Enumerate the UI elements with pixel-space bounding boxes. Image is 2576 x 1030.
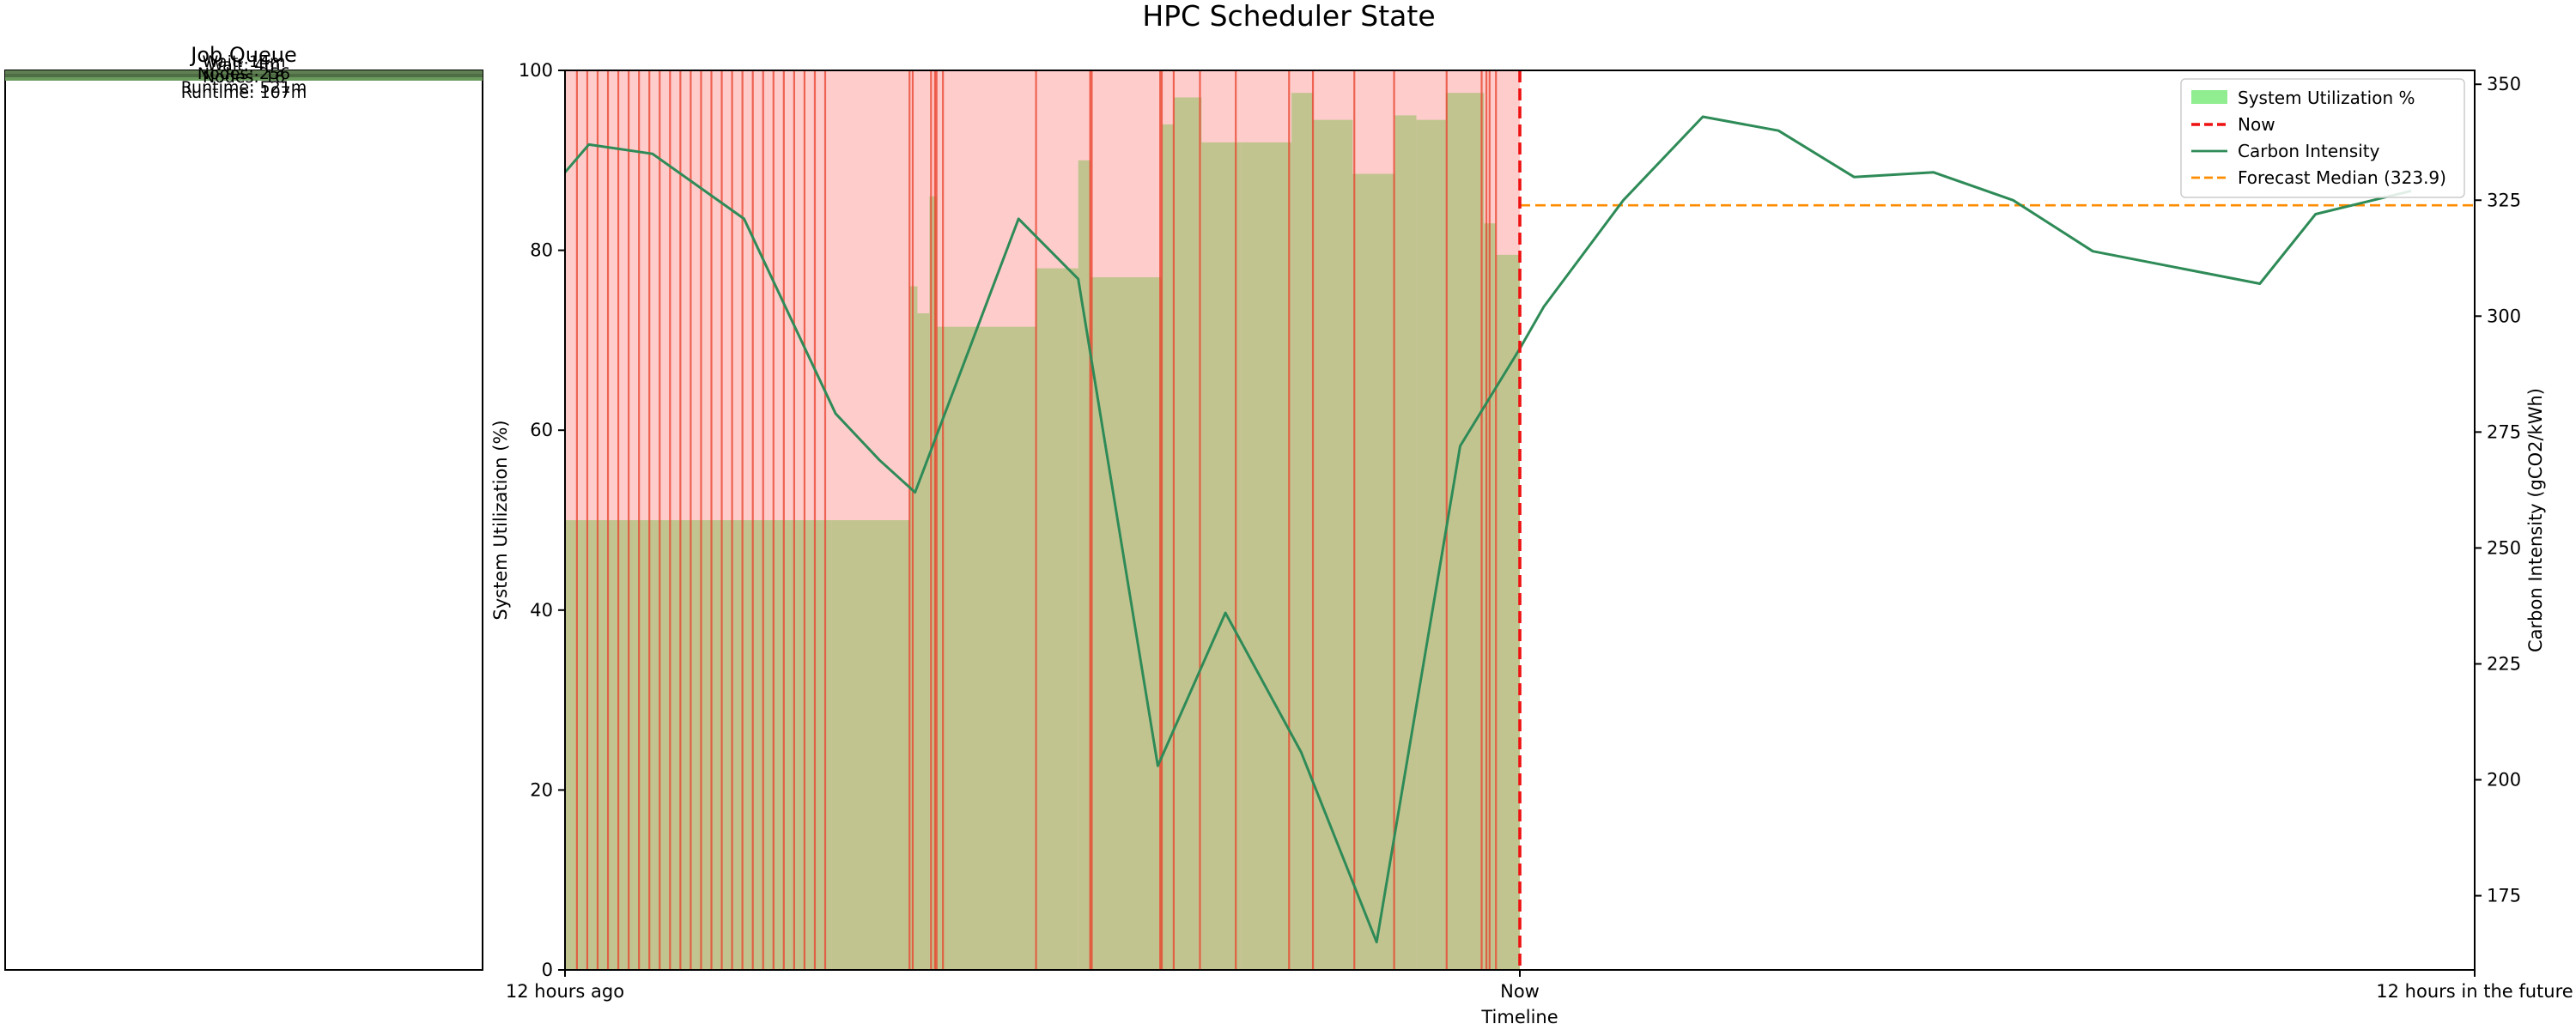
carbon-intensity-line (563, 115, 2412, 944)
utilization-bar (1078, 160, 1091, 971)
legend-box (2180, 78, 2465, 198)
job-queue-label: Wait: 14m (202, 52, 285, 71)
job-queue-label: Nodes: 16 (203, 68, 285, 87)
utilization-bar (1201, 142, 1242, 971)
x-tick-label: Now (1500, 981, 1540, 1002)
job-queue-label: Runtime: 107m (181, 83, 307, 102)
utilization-bar (1313, 119, 1353, 970)
legend-label: Carbon Intensity (2238, 141, 2380, 161)
job-queue-title: Job Queue (189, 43, 296, 67)
utilization-bar (1496, 254, 1520, 971)
right-y-tick-label: 350 (2487, 74, 2521, 94)
right-y-axis-label: Carbon Intensity (gCO2/kWh) (2525, 388, 2546, 652)
left-y-tick-label: 80 (530, 240, 553, 261)
x-tick-label: 12 hours in the future (2376, 981, 2573, 1002)
x-axis-label: Timeline (1480, 1007, 1558, 1027)
utilization-bar (831, 520, 910, 970)
x-tick-label: 12 hours ago (506, 981, 624, 1002)
legend-label: System Utilization % (2238, 88, 2415, 108)
utilization-bar (1036, 268, 1078, 970)
right-y-tick-label: 250 (2487, 537, 2521, 558)
utilization-bar (1241, 142, 1292, 971)
right-y-axis: 175 200 225 250 275 300 325 350 (2475, 74, 2521, 906)
utilization-bar (1162, 124, 1174, 970)
utilization-bars (565, 93, 1520, 971)
left-y-axis-label: System Utilization (%) (490, 420, 511, 620)
utilization-bar (936, 326, 1036, 970)
legend-swatch (2191, 90, 2227, 104)
utilization-bar (1173, 97, 1202, 970)
main-chart: 0 20 40 60 80 100 175 200 225 250 275 300 325 350 12… (490, 60, 2573, 1027)
left-y-tick-label: 0 (542, 960, 553, 980)
utilization-bar (565, 520, 832, 970)
utilization-bar (1394, 115, 1417, 970)
utilization-bar (1416, 119, 1446, 970)
scheduled-job-marks (575, 70, 1498, 970)
figure-title: HPC Scheduler State (1142, 0, 1435, 33)
job-queue-bar (5, 74, 483, 77)
left-y-axis: 0 20 40 60 80 100 (519, 60, 565, 980)
utilization-bar (1445, 93, 1485, 970)
left-y-tick-label: 100 (519, 60, 553, 81)
legend-label: Forecast Median (323.9) (2238, 167, 2446, 188)
right-y-tick-label: 300 (2487, 306, 2521, 326)
right-y-tick-label: 200 (2487, 770, 2521, 791)
right-y-tick-label: 325 (2487, 190, 2521, 210)
utilization-bar (1090, 277, 1162, 970)
job-queue-frame (4, 70, 483, 971)
utilization-bar (1291, 93, 1314, 970)
job-queue-label: Nodes: 256 (197, 64, 290, 83)
right-y-tick-label: 225 (2487, 653, 2521, 674)
job-queue-label: Wait: 4m (208, 56, 281, 75)
legend-label: Now (2238, 114, 2275, 135)
legend: System Utilization % Now Carbon Intensity F… (2180, 78, 2465, 198)
left-y-tick-label: 40 (530, 600, 553, 621)
job-queue-label: Runtime: 521m (181, 78, 307, 97)
job-queue-bar (5, 77, 483, 81)
utilization-bar (917, 312, 930, 971)
job-queue-bar (5, 70, 483, 74)
left-y-tick-label: 60 (530, 420, 553, 440)
job-queue-bars (5, 70, 483, 81)
x-axis: 12 hours ago Now 12 hours in the future (506, 970, 2573, 1002)
left-y-tick-label: 20 (530, 779, 553, 800)
utilization-bar (929, 196, 937, 971)
carbon-intensity-series (563, 115, 2412, 944)
right-y-tick-label: 275 (2487, 421, 2521, 442)
right-y-tick-label: 175 (2487, 886, 2521, 906)
utilization-bar (1352, 173, 1395, 970)
